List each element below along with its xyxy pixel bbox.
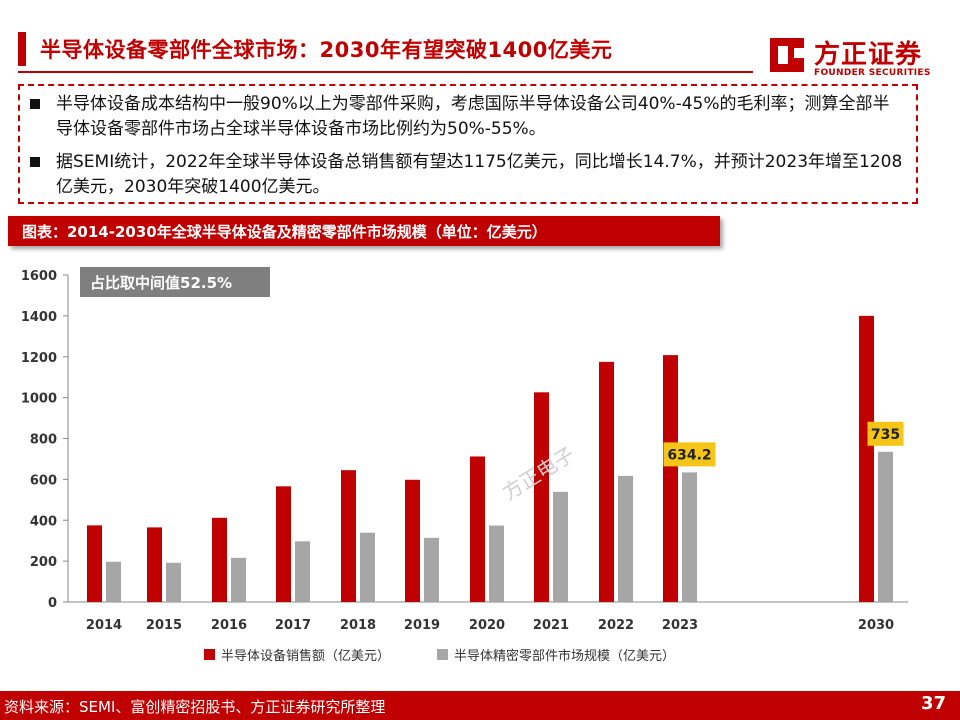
bullet-square-icon (30, 157, 40, 167)
x-tick-label: 2019 (404, 618, 440, 633)
x-tick-label: 2015 (146, 618, 182, 633)
page-number: 37 (920, 693, 946, 714)
share-note-label: 占比取中间值52.5% (90, 274, 232, 292)
note-text: 半导体设备成本结构中一般90%以上为零部件采购，考虑国际半导体设备公司40%-4… (56, 94, 890, 139)
notes-box: 半导体设备成本结构中一般90%以上为零部件采购，考虑国际半导体设备公司40%-4… (18, 84, 918, 204)
x-tick-label: 2030 (858, 618, 894, 633)
value-label-box (867, 421, 904, 446)
x-tick-label: 2018 (340, 618, 376, 633)
bar-equipment-sales (147, 527, 162, 602)
x-tick-label: 2017 (275, 618, 311, 633)
footer-bar: 资料来源：SEMI、富创精密招股书、方正证券研究所整理 37 (0, 691, 960, 720)
bar-chart: 0 200 400 600 800 1000 1200 1400 1600 2014 2015 201… (21, 267, 908, 664)
x-tick-label: 2016 (211, 618, 247, 633)
source-note: 资料来源：SEMI、富创精密招股书、方正证券研究所整理 (4, 698, 386, 716)
y-tick-label: 1400 (21, 310, 57, 325)
bar-precision-parts (231, 557, 246, 602)
note-text: 据SEMI统计，2022年全球半导体设备总销售额有望达1175亿美元，同比增长1… (56, 152, 903, 197)
title-rule (18, 71, 753, 73)
x-tick-label: 2021 (533, 618, 569, 633)
x-tick-label: 2014 (86, 618, 122, 633)
logo-text-cn: 方正证券 (814, 40, 923, 70)
bar-equipment-sales (470, 456, 485, 602)
legend-label-parts: 半导体精密零部件市场规模（亿美元） (454, 648, 675, 664)
share-note-box (80, 267, 270, 297)
bar-precision-parts (682, 472, 697, 602)
figure-caption: 图表：2014-2030年全球半导体设备及精密零部件市场规模（单位：亿美元） (22, 223, 547, 241)
legend-swatch-equipment (204, 649, 215, 660)
bar-precision-parts (295, 541, 310, 602)
bullet-square-icon (30, 99, 40, 109)
y-tick-label: 1200 (21, 351, 57, 366)
y-tick-label: 600 (30, 473, 57, 488)
y-tick-label: 1600 (21, 269, 57, 284)
bar-precision-parts (360, 532, 375, 602)
value-label-box (663, 442, 716, 467)
bar-precision-parts (489, 525, 504, 602)
bar-equipment-sales (663, 355, 678, 602)
bar-equipment-sales (859, 315, 874, 602)
legend-label-equipment: 半导体设备销售额（亿美元） (221, 648, 390, 664)
page-title: 半导体设备零部件全球市场：2030年有望突破1400亿美元 (40, 38, 613, 62)
title-accent-bar (18, 32, 26, 66)
bar-equipment-sales (276, 486, 291, 602)
value-label: 634.2 (667, 447, 711, 463)
y-tick-label: 0 (48, 596, 57, 611)
y-tick-label: 800 (30, 433, 57, 448)
bar-equipment-sales (599, 361, 614, 602)
bar-equipment-sales (87, 525, 102, 602)
bar-precision-parts (878, 451, 893, 602)
y-tick-label: 400 (30, 514, 57, 529)
figure-caption-box: 图表：2014-2030年全球半导体设备及精密零部件市场规模（单位：亿美元） (8, 216, 720, 246)
y-tick-label: 1000 (21, 392, 57, 407)
x-tick-label: 2023 (662, 618, 698, 633)
bar-equipment-sales (405, 479, 420, 602)
bar-equipment-sales (534, 392, 549, 602)
x-tick-label: 2020 (469, 618, 505, 633)
x-tick-label: 2022 (598, 618, 634, 633)
bar-equipment-sales (341, 470, 356, 602)
bar-precision-parts (424, 537, 439, 602)
logo-mark-icon (770, 38, 804, 72)
bar-precision-parts (618, 475, 633, 602)
y-tick-label: 200 (30, 555, 57, 570)
value-label: 735 (871, 427, 900, 443)
legend-swatch-parts (437, 649, 448, 660)
bar-precision-parts (106, 561, 121, 602)
bar-precision-parts (553, 491, 568, 602)
brand-logo: 方正证券 FOUNDER SECURITIES (768, 34, 938, 84)
bar-equipment-sales (212, 517, 227, 602)
logo-text-en: FOUNDER SECURITIES (814, 68, 931, 78)
bar-precision-parts (166, 562, 181, 602)
